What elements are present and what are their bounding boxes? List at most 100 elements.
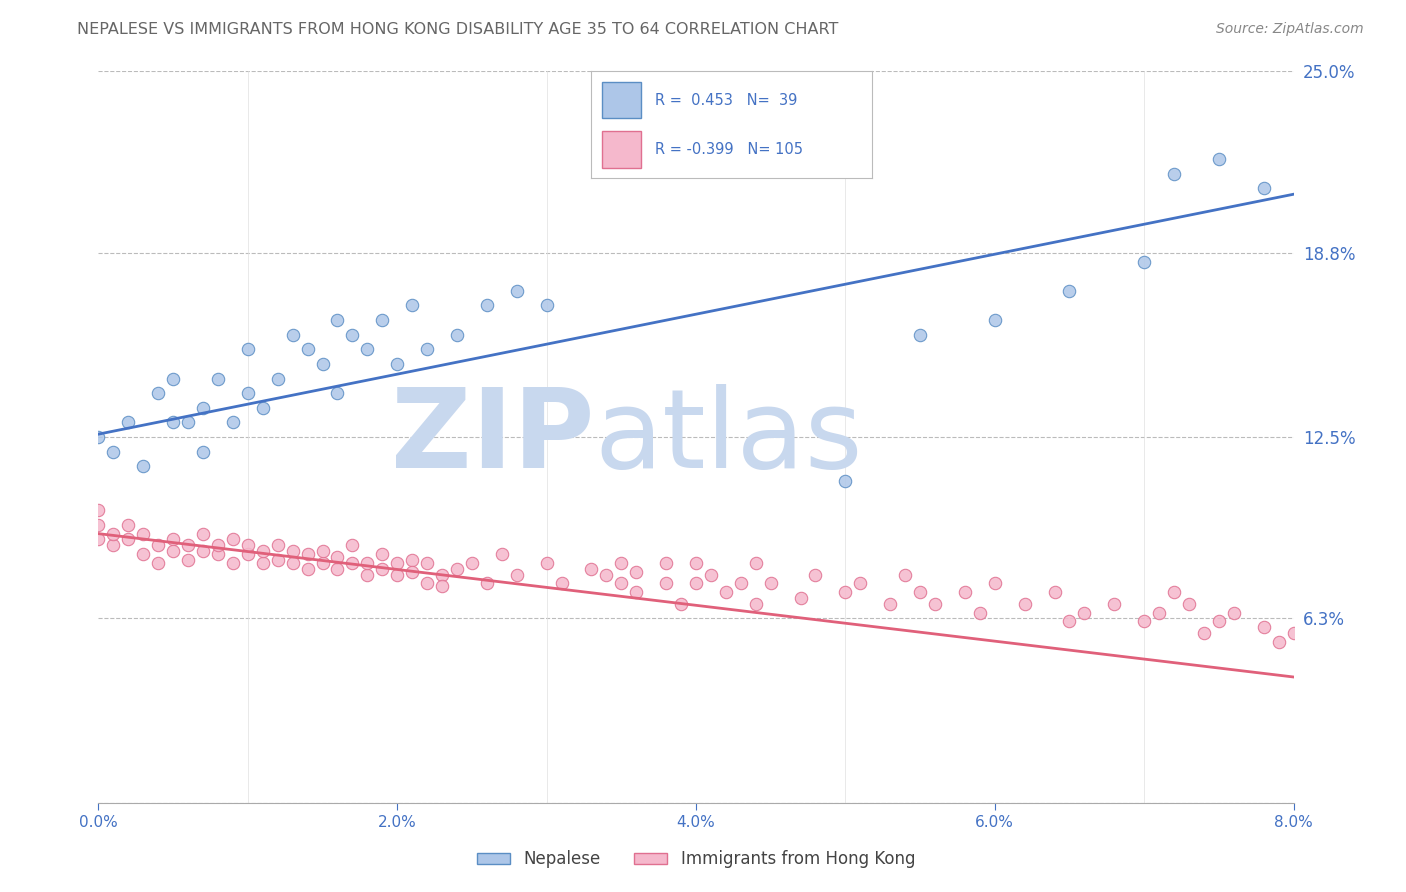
Point bbox=[834, 585, 856, 599]
Point bbox=[1402, 664, 1406, 678]
Point bbox=[1104, 597, 1126, 611]
Point bbox=[267, 553, 290, 567]
Point bbox=[236, 386, 259, 401]
Legend: Nepalese, Immigrants from Hong Kong: Nepalese, Immigrants from Hong Kong bbox=[470, 844, 922, 875]
Point bbox=[117, 416, 139, 430]
Point bbox=[87, 533, 110, 547]
Point bbox=[475, 576, 498, 591]
Point bbox=[953, 585, 976, 599]
Point bbox=[908, 327, 931, 342]
Point bbox=[132, 547, 155, 561]
Point bbox=[1312, 643, 1334, 657]
Point bbox=[148, 556, 170, 570]
Point bbox=[252, 556, 274, 570]
Point bbox=[236, 343, 259, 357]
Point bbox=[87, 503, 110, 517]
Point bbox=[745, 597, 768, 611]
Point bbox=[132, 526, 155, 541]
Point bbox=[1208, 152, 1230, 166]
Text: ZIP: ZIP bbox=[391, 384, 595, 491]
Point bbox=[1267, 635, 1289, 649]
Point bbox=[297, 547, 319, 561]
Point bbox=[281, 327, 304, 342]
Point bbox=[236, 547, 259, 561]
Point bbox=[446, 327, 468, 342]
Point bbox=[177, 416, 200, 430]
Point bbox=[385, 567, 409, 582]
Point bbox=[626, 585, 648, 599]
Point bbox=[461, 556, 484, 570]
Point bbox=[401, 298, 423, 312]
Point bbox=[626, 565, 648, 579]
Point bbox=[311, 556, 333, 570]
Point bbox=[834, 474, 856, 488]
Point bbox=[475, 298, 498, 312]
Text: R =  0.453   N=  39: R = 0.453 N= 39 bbox=[655, 93, 797, 108]
Point bbox=[745, 556, 768, 570]
Point bbox=[385, 556, 409, 570]
Point bbox=[252, 544, 274, 558]
Point bbox=[148, 386, 170, 401]
Text: Source: ZipAtlas.com: Source: ZipAtlas.com bbox=[1216, 22, 1364, 37]
Point bbox=[789, 591, 811, 605]
Point bbox=[371, 562, 394, 576]
Point bbox=[207, 547, 229, 561]
Point bbox=[1343, 626, 1365, 640]
Point bbox=[326, 313, 349, 327]
Point bbox=[356, 556, 378, 570]
Point bbox=[1014, 597, 1036, 611]
Point bbox=[984, 576, 1007, 591]
Point bbox=[595, 567, 617, 582]
Point bbox=[281, 556, 304, 570]
Point bbox=[267, 538, 290, 552]
Point bbox=[685, 556, 707, 570]
Point bbox=[281, 544, 304, 558]
Point bbox=[610, 576, 633, 591]
Point bbox=[191, 444, 214, 458]
Point bbox=[969, 606, 991, 620]
Point bbox=[148, 538, 170, 552]
Point bbox=[162, 416, 184, 430]
Bar bbox=[602, 82, 641, 119]
Point bbox=[1192, 626, 1215, 640]
Point bbox=[894, 567, 917, 582]
Point bbox=[1253, 181, 1275, 195]
Point bbox=[879, 597, 901, 611]
Point bbox=[700, 567, 723, 582]
Point bbox=[177, 538, 200, 552]
Point bbox=[430, 579, 453, 593]
Point bbox=[984, 313, 1007, 327]
Point bbox=[1178, 597, 1201, 611]
Point bbox=[342, 538, 364, 552]
Point bbox=[924, 597, 946, 611]
Point bbox=[804, 567, 827, 582]
Point bbox=[1357, 649, 1379, 664]
Point bbox=[326, 549, 349, 564]
Point bbox=[162, 544, 184, 558]
Point bbox=[1163, 585, 1185, 599]
Bar bbox=[602, 131, 641, 168]
Point bbox=[207, 538, 229, 552]
Text: R = -0.399   N= 105: R = -0.399 N= 105 bbox=[655, 142, 803, 157]
Point bbox=[655, 576, 678, 591]
Point bbox=[506, 284, 529, 298]
Point bbox=[1133, 254, 1156, 268]
Point bbox=[685, 576, 707, 591]
Point bbox=[103, 538, 125, 552]
Point bbox=[1253, 620, 1275, 634]
Point bbox=[536, 556, 558, 570]
Point bbox=[162, 371, 184, 385]
Point bbox=[191, 544, 214, 558]
Point bbox=[311, 544, 333, 558]
Point bbox=[356, 567, 378, 582]
Point bbox=[491, 547, 513, 561]
Point bbox=[103, 526, 125, 541]
Point bbox=[536, 298, 558, 312]
Point bbox=[401, 565, 423, 579]
Point bbox=[117, 533, 139, 547]
Point bbox=[1163, 167, 1185, 181]
Point bbox=[655, 556, 678, 570]
Point bbox=[669, 597, 692, 611]
Point bbox=[1059, 284, 1081, 298]
Point bbox=[191, 526, 214, 541]
